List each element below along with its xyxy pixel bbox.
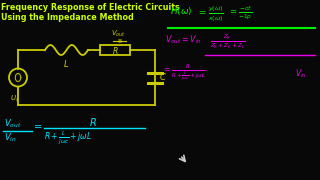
Text: $V_{out}$: $V_{out}$ [110,29,125,39]
Text: $V_{out}$: $V_{out}$ [4,118,21,130]
Text: $\frac{Z_R}{Z_R + Z_C + Z_L}$: $\frac{Z_R}{Z_R + Z_C + Z_L}$ [210,33,245,51]
Text: L: L [64,60,69,69]
Bar [100,45,130,55]
Text: $U_s$: $U_s$ [10,93,20,104]
Text: $V_{in}$: $V_{in}$ [4,132,17,145]
Text: B: B [118,39,122,44]
Text: $V_{out} = V_{in}$: $V_{out} = V_{in}$ [165,33,202,46]
Text: R: R [112,46,118,55]
Text: =: = [34,122,42,132]
Text: $V_{in}$: $V_{in}$ [295,68,307,80]
Text: $R + \frac{L}{j\omega c} + j\omega L$: $R + \frac{L}{j\omega c} + j\omega L$ [44,129,92,146]
Text: $= \frac{R}{R + \frac{L}{j\omega c} + j\omega L}$: $= \frac{R}{R + \frac{L}{j\omega c} + j\… [162,62,206,83]
Text: R: R [90,118,96,128]
Text: Frequency Response of Electric Circuits: Frequency Response of Electric Circuits [1,3,180,12]
Text: Using the Impedance Method: Using the Impedance Method [1,13,134,22]
Text: $= \frac{y(\omega)}{x(\omega)}$: $= \frac{y(\omega)}{x(\omega)}$ [197,5,224,24]
Text: $H(\omega)$: $H(\omega)$ [170,5,193,17]
Text: C: C [160,73,166,82]
Text: $= \frac{-of}{-1p}$: $= \frac{-of}{-1p}$ [228,5,253,22]
